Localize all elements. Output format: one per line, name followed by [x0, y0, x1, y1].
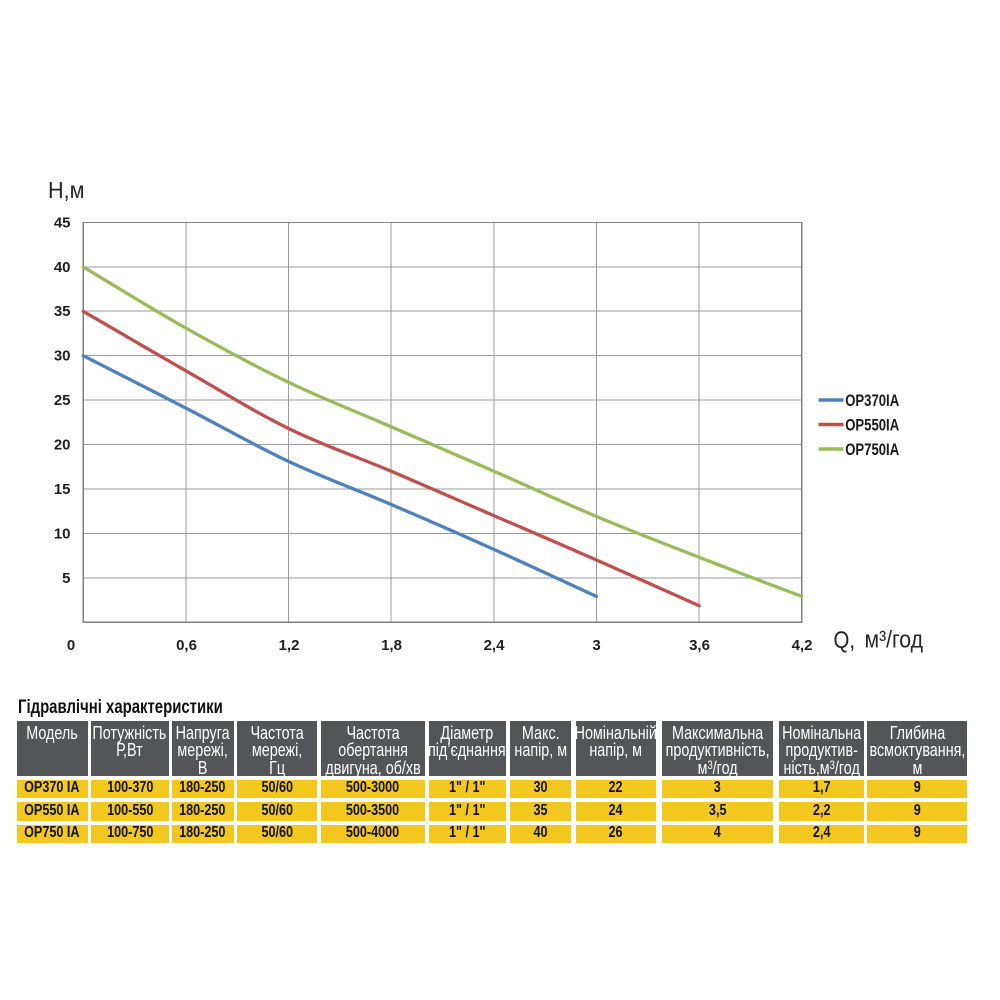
svg-text:H,м: H,м: [48, 177, 85, 203]
svg-text:м³/год: м³/год: [865, 627, 924, 654]
svg-text:OP550IA: OP550IA: [845, 417, 899, 435]
svg-text:20: 20: [54, 437, 71, 454]
svg-text:10: 10: [54, 525, 71, 542]
svg-text:40: 40: [54, 259, 71, 276]
svg-text:5: 5: [62, 570, 70, 587]
svg-text:Q,: Q,: [834, 627, 856, 654]
svg-text:0: 0: [67, 637, 75, 654]
svg-text:3,6: 3,6: [689, 637, 710, 654]
svg-text:OP750IA: OP750IA: [845, 441, 899, 459]
svg-text:15: 15: [54, 481, 71, 498]
svg-text:25: 25: [54, 392, 71, 409]
svg-text:35: 35: [54, 303, 71, 320]
svg-text:1,2: 1,2: [279, 637, 300, 654]
svg-text:4,2: 4,2: [792, 637, 813, 654]
svg-text:OP370IA: OP370IA: [845, 392, 899, 410]
svg-text:45: 45: [54, 214, 71, 231]
svg-text:0,6: 0,6: [176, 637, 197, 654]
svg-text:2,4: 2,4: [484, 637, 506, 654]
svg-text:1,8: 1,8: [381, 637, 402, 654]
svg-text:3: 3: [592, 637, 600, 654]
svg-text:30: 30: [54, 348, 71, 365]
